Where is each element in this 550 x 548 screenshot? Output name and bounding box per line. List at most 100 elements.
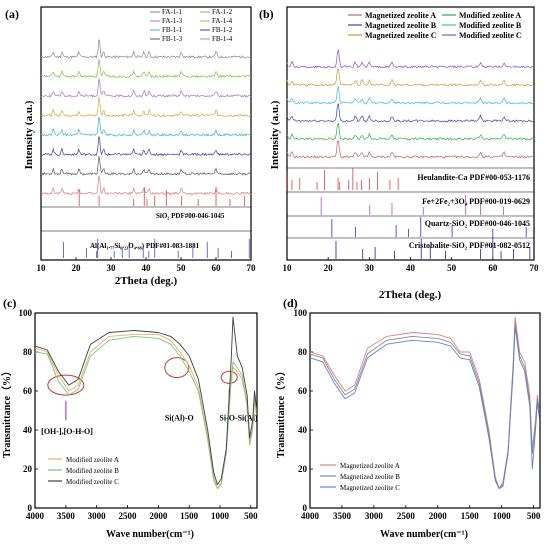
- panel-b-xtick-label: 40: [406, 263, 416, 273]
- panel-a-legend-label: FA-1-3: [162, 17, 183, 25]
- panel-d: (d) Transmittance（%） Wave number(cm⁻¹) 4…: [274, 296, 541, 540]
- panel-d-xtick-label: 2000: [429, 511, 448, 521]
- panel-c-annotation-label: Si-O-Si(Al): [219, 413, 258, 422]
- panel-c-xlabel: Wave number(cm⁻¹): [106, 529, 194, 540]
- panel-d-xlabel: Wave number(cm⁻¹): [380, 529, 468, 540]
- panel-a-ylabel: Intensity (a.u.): [23, 100, 35, 169]
- panel-c-curve: [34, 316, 257, 486]
- panel-d-ylabel: Transmittance（%）: [274, 366, 287, 458]
- panel-c-annotation-label: Si(Al)-O: [165, 413, 194, 422]
- panel-d-xtick-label: 3000: [365, 511, 384, 521]
- panel-c-annotation-ellipse: [220, 370, 238, 384]
- panel-c-ytick-label: 80: [23, 347, 33, 357]
- panel-b-ylabel: Intensity (a.u.): [269, 100, 281, 169]
- panel-c-legend-label: Modified zeolite B: [66, 467, 119, 475]
- panel-c-annotation-ellipse: [164, 357, 190, 379]
- panel-c: (c) Transmittance（%） Wave number(cm⁻¹) 4…: [0, 296, 258, 540]
- panel-c-frame: [34, 312, 258, 509]
- panel-a-legend-label: FB-1-2: [212, 26, 233, 34]
- panel-c-xtick-label: 1500: [180, 511, 199, 521]
- panel-b-xlabel: 2Theta (deg.): [379, 289, 442, 301]
- panel-d-ytick-label: 20: [298, 464, 308, 474]
- panel-b-curve: [286, 68, 535, 87]
- panel-b-xtick-label: 30: [365, 263, 375, 273]
- panel-a-label: (a): [5, 7, 19, 21]
- panel-b-xtick-label: 10: [283, 263, 293, 273]
- panel-d-xtick-label: 1500: [461, 511, 480, 521]
- panel-d-xtick-label: 1000: [493, 511, 512, 521]
- panel-d-ytick-label: 100: [294, 308, 308, 318]
- panel-d-xtick-label: 4000: [301, 511, 320, 521]
- panel-b-label: (b): [259, 7, 274, 21]
- panel-a-xtick-label: 10: [37, 263, 47, 273]
- panel-d-frame: [309, 312, 541, 509]
- panel-d-curve: [309, 322, 540, 489]
- panel-a-ref-label: Al(Al₁.₇₇Si₀.₂₃O₄.₈₈) PDF#01-083-1881: [90, 242, 200, 250]
- panel-b-xtick-label: 70: [530, 263, 540, 273]
- panel-c-xtick-label: 3000: [88, 511, 107, 521]
- panel-b-xtick-label: 50: [447, 263, 457, 273]
- panel-a-curve: [40, 97, 251, 118]
- panel-b-legend-label: Magnetized zeolite C: [365, 31, 437, 40]
- panel-c-curve: [34, 333, 257, 489]
- panel-b: (b) Intensity (a.u.) 2Theta (deg.) 10 20 3…: [259, 6, 540, 301]
- panel-b-curve: [286, 140, 535, 159]
- panel-a-xtick-label: 40: [142, 263, 152, 273]
- panel-c-annotation-ellipse: [47, 374, 85, 396]
- panel-a-legend-label: FA-1-1: [162, 8, 183, 16]
- panel-a-xtick-label: 50: [177, 263, 187, 273]
- panel-a-curve: [40, 58, 252, 79]
- panel-c-xtick-label: 4000: [26, 511, 45, 521]
- panel-b-curve: [286, 122, 535, 141]
- panel-a-curve: [40, 176, 252, 196]
- panel-b-ref-label: Fe+2Fe₂+3O₄ PDF#00-019-0629: [422, 197, 530, 206]
- panel-c-ylabel: Transmittance（%）: [0, 366, 13, 458]
- panel-c-ytick-label: 20: [23, 464, 33, 474]
- panel-a-xtick-label: 70: [247, 263, 257, 273]
- panel-d-label: (d): [283, 296, 298, 310]
- panel-a-curve: [40, 155, 252, 176]
- panel-a-xlabel: 2Theta (deg.): [115, 275, 178, 287]
- panel-c-label: (c): [3, 296, 16, 310]
- panel-d-legend-label: Magnetized zeolite B: [340, 473, 400, 481]
- panel-c-annotation-label: [OH-],[O-H-O]: [41, 427, 93, 436]
- panel-c-xtick-label: 1000: [211, 511, 230, 521]
- panel-a-curve: [40, 116, 252, 137]
- panel-d-xtick-label: 500: [527, 511, 541, 521]
- panel-c-xtick-label: 500: [244, 511, 258, 521]
- panel-a-legend-label: FA-1-2: [212, 8, 233, 16]
- panel-b-legend-label: Magnetized zeolite B: [365, 21, 437, 30]
- panel-d-ytick-label: 80: [298, 347, 308, 357]
- panel-b-legend-label: Magnetized zeolite A: [365, 11, 436, 20]
- panel-b-legend-label: Modified zeolite C: [459, 31, 522, 40]
- panel-a-xtick-label: 20: [72, 263, 82, 273]
- panel-a-curve: [40, 79, 252, 98]
- panel-c-xtick-label: 3500: [57, 511, 76, 521]
- panel-c-ytick-label: 100: [19, 308, 33, 318]
- panel-d-xtick-label: 2500: [397, 511, 416, 521]
- panel-c-ytick-label: 0: [28, 503, 33, 513]
- panel-a-ref-label: SiO₂ PDF#00-046-1045: [156, 212, 225, 220]
- panel-d-xtick-label: 3500: [333, 511, 352, 521]
- panel-a-legend-label: FB-1-3: [162, 35, 183, 43]
- panel-b-legend-label: Modified zeolite A: [459, 11, 521, 20]
- panel-d-curve: [309, 326, 540, 489]
- panel-d-ytick-label: 40: [298, 425, 308, 435]
- panel-a-legend-label: FB-1-4: [212, 35, 233, 43]
- panel-d-curve: [309, 316, 540, 489]
- panel-a-curve: [40, 136, 252, 157]
- panel-b-legend-label: Modified zeolite B: [459, 21, 522, 30]
- panel-b-curve: [286, 85, 535, 105]
- panel-c-legend-label: Modified zeolite A: [66, 456, 119, 464]
- panel-c-ytick-label: 60: [23, 386, 33, 396]
- panel-a-xtick-label: 30: [107, 263, 117, 273]
- panel-c-xtick-label: 2500: [119, 511, 138, 521]
- panel-b-curve: [286, 103, 535, 123]
- panel-c-ytick-label: 40: [23, 425, 33, 435]
- panel-a-curve: [40, 39, 252, 59]
- panel-a-xtick-label: 60: [212, 263, 222, 273]
- panel-c-xtick-label: 2000: [149, 511, 168, 521]
- panel-a-legend-label: FA-1-4: [212, 17, 233, 25]
- panel-b-ref-label: Heulandite-Ca PDF#00-053-1176: [417, 173, 530, 182]
